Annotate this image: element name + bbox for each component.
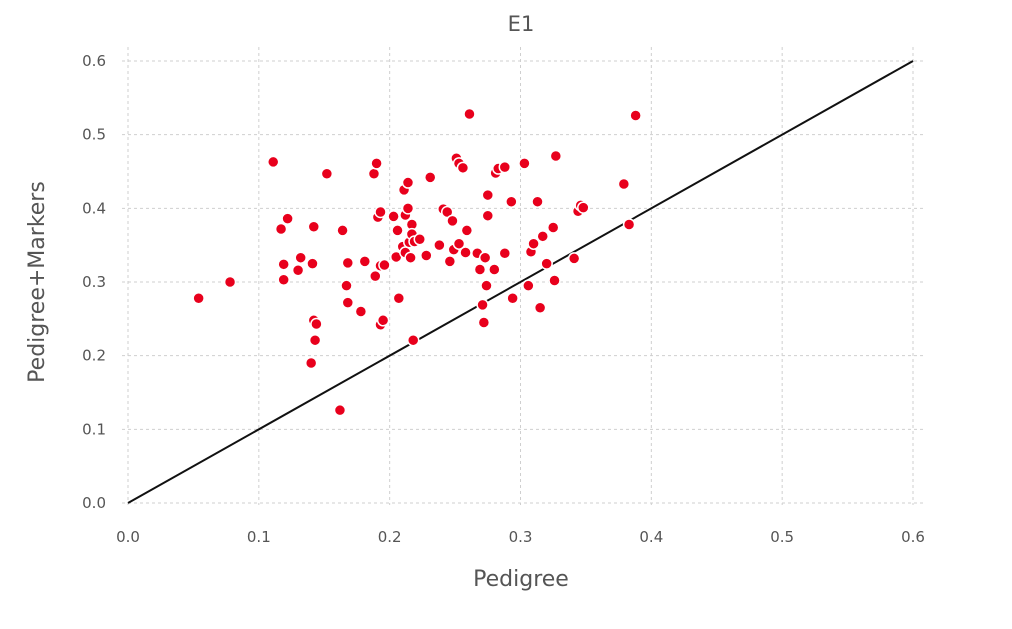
data-point — [310, 317, 323, 331]
reference-line — [127, 60, 914, 504]
data-point — [498, 247, 512, 260]
data-point — [340, 279, 353, 292]
data-point — [478, 251, 492, 264]
data-point — [370, 157, 383, 170]
data-point — [376, 314, 390, 327]
data-point — [473, 263, 487, 276]
data-point — [531, 195, 544, 208]
data-point — [549, 149, 563, 163]
data-point — [518, 157, 531, 170]
data-point — [307, 220, 321, 233]
data-point — [548, 274, 561, 287]
data-point — [223, 275, 237, 289]
data-point — [304, 356, 318, 370]
data-point — [420, 249, 433, 262]
data-point — [369, 269, 382, 283]
y-tick-label: 0.4 — [82, 199, 106, 217]
data-point — [459, 246, 472, 259]
data-point — [336, 224, 349, 237]
data-point — [476, 298, 489, 312]
data-point — [617, 177, 631, 191]
data-point — [358, 255, 372, 268]
data-point — [463, 107, 476, 121]
data-point — [456, 161, 470, 175]
data-point — [413, 233, 427, 246]
data-point — [423, 171, 437, 184]
data-point — [354, 305, 368, 318]
data-point — [433, 238, 446, 252]
data-point — [577, 201, 590, 214]
x-tick-label: 0.3 — [509, 528, 533, 546]
data-point — [522, 279, 535, 292]
y-tick-label: 0.0 — [82, 494, 106, 512]
data-point — [404, 251, 417, 264]
data-point — [266, 155, 280, 169]
data-point — [505, 195, 518, 208]
data-point — [387, 210, 400, 223]
data-point — [498, 160, 512, 174]
data-point — [294, 251, 307, 264]
data-point — [406, 333, 420, 347]
x-axis-title: Pedigree — [473, 567, 569, 592]
data-point — [378, 258, 391, 272]
data-point — [480, 279, 493, 292]
data-point — [506, 291, 519, 305]
y-tick-label: 0.3 — [82, 273, 106, 291]
y-tick-label: 0.5 — [82, 126, 106, 144]
data-point — [536, 230, 549, 243]
y-tick-label: 0.1 — [82, 420, 106, 438]
data-point — [367, 167, 381, 180]
data-point — [567, 252, 581, 265]
data-point — [277, 258, 290, 271]
data-point — [308, 333, 322, 347]
data-point — [481, 209, 495, 222]
x-tick-label: 0.5 — [770, 528, 794, 546]
y-axis-title: Pedigree+Markers — [25, 181, 50, 383]
data-point — [488, 263, 501, 276]
data-point — [391, 224, 404, 237]
data-point — [333, 403, 347, 417]
data-point — [546, 221, 560, 234]
data-point — [392, 291, 406, 305]
data-point — [446, 214, 459, 228]
data-point — [629, 109, 642, 122]
data-point — [540, 257, 553, 270]
data-point — [481, 188, 495, 202]
chart-title: E1 — [508, 12, 535, 36]
data-point — [274, 222, 288, 236]
data-point — [341, 296, 355, 309]
data-point — [192, 291, 205, 305]
x-tick-label: 0.6 — [901, 528, 925, 546]
tick-labels: 0.0 0.1 0.2 0.3 0.4 0.5 0.6 0.0 0.1 0.2 0.3 0.4 0.5 0… — [82, 52, 925, 546]
data-point — [401, 176, 415, 189]
data-point — [277, 273, 290, 287]
data-point — [443, 255, 457, 268]
data-point — [320, 167, 334, 180]
y-tick-label: 0.6 — [82, 52, 106, 70]
data-point — [374, 205, 387, 219]
data-point — [281, 212, 294, 225]
x-tick-label: 0.0 — [116, 528, 140, 546]
x-tick-label: 0.2 — [378, 528, 402, 546]
data-point — [341, 256, 355, 270]
x-tick-label: 0.1 — [247, 528, 271, 546]
grid — [122, 47, 925, 505]
data-point — [533, 301, 547, 315]
data-points — [192, 107, 642, 417]
x-tick-label: 0.4 — [639, 528, 663, 546]
data-point — [452, 237, 466, 250]
data-point — [477, 316, 491, 329]
data-point — [527, 237, 540, 250]
data-point — [622, 218, 636, 231]
data-point — [401, 202, 415, 215]
data-point — [460, 224, 474, 237]
data-point — [291, 263, 305, 277]
y-tick-label: 0.2 — [82, 347, 106, 365]
data-point — [306, 257, 319, 270]
